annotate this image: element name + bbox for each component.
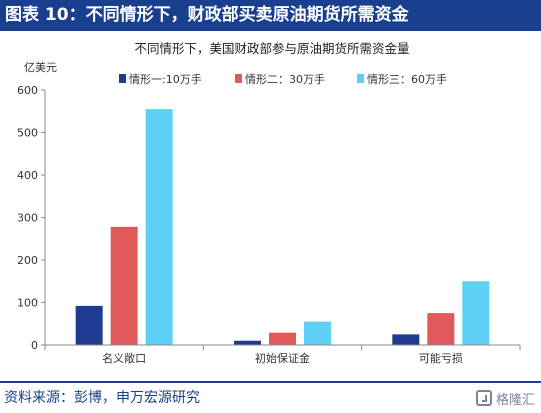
footer-divider xyxy=(0,381,541,383)
bar xyxy=(75,305,103,345)
x-category-label: 初始保证金 xyxy=(255,351,310,365)
watermark: 格隆汇 xyxy=(475,387,535,409)
bar xyxy=(269,332,296,345)
y-tick-label: 200 xyxy=(17,254,38,267)
bar xyxy=(392,334,420,345)
chart-legend: 情形一:10万手 情形二：30万手 情形三：60万手 xyxy=(119,72,447,86)
y-axis: 0 100 200 300 400 500 600 xyxy=(17,84,46,352)
x-category-label: 可能亏损 xyxy=(419,351,463,365)
bar xyxy=(462,281,490,345)
figure-title: 图表 10：不同情形下，财政部买卖原油期货所需资金 xyxy=(5,5,409,25)
bar xyxy=(145,109,173,345)
y-tick-label: 0 xyxy=(31,339,38,352)
y-tick-label: 600 xyxy=(17,84,38,97)
legend-swatch xyxy=(119,74,126,83)
y-axis-unit-label: 亿美元 xyxy=(24,61,57,74)
y-tick-label: 100 xyxy=(17,297,38,310)
source-note: 资料来源：彭博，申万宏源研究 xyxy=(4,390,200,406)
y-tick-label: 300 xyxy=(17,212,38,225)
legend-label: 情形三：60万手 xyxy=(367,72,447,86)
bar xyxy=(234,340,261,345)
bar-chart: 不同情形下，美国财政部参与原油期货所需资金量 亿美元 情形一:10万手 情形二：3… xyxy=(17,41,521,365)
legend-swatch xyxy=(235,74,242,83)
bar xyxy=(304,321,331,345)
x-category-label: 名义敞口 xyxy=(102,351,146,365)
legend-label: 情形一:10万手 xyxy=(129,72,202,86)
figure-header: 图表 10：不同情形下，财政部买卖原油期货所需资金 xyxy=(0,0,541,31)
bar xyxy=(427,313,455,345)
watermark-text: 格隆汇 xyxy=(495,392,535,408)
watermark-logo-icon xyxy=(475,390,492,406)
bar xyxy=(110,226,138,345)
legend-swatch xyxy=(357,74,364,83)
legend-label: 情形二：30万手 xyxy=(245,72,325,86)
y-tick-label: 500 xyxy=(17,127,38,140)
chart-title: 不同情形下，美国财政部参与原油期货所需资金量 xyxy=(134,41,409,56)
x-axis: 名义敞口 初始保证金 可能亏损 xyxy=(44,344,521,365)
bars-group xyxy=(75,109,490,345)
y-tick-label: 400 xyxy=(17,169,38,182)
